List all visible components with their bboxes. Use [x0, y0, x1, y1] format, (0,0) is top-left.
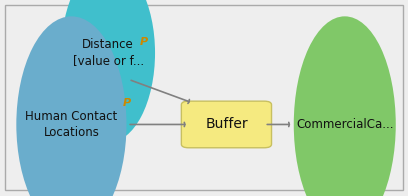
Text: Human Contact
Locations: Human Contact Locations: [25, 110, 118, 139]
Text: P: P: [140, 37, 148, 47]
Ellipse shape: [61, 0, 155, 143]
FancyBboxPatch shape: [181, 101, 272, 148]
Text: CommercialCa...: CommercialCa...: [296, 118, 393, 131]
Ellipse shape: [16, 16, 126, 196]
Text: Distance
[value or f...: Distance [value or f...: [73, 38, 144, 67]
Ellipse shape: [294, 16, 396, 196]
Text: P: P: [123, 98, 131, 108]
Text: Buffer: Buffer: [205, 117, 248, 132]
